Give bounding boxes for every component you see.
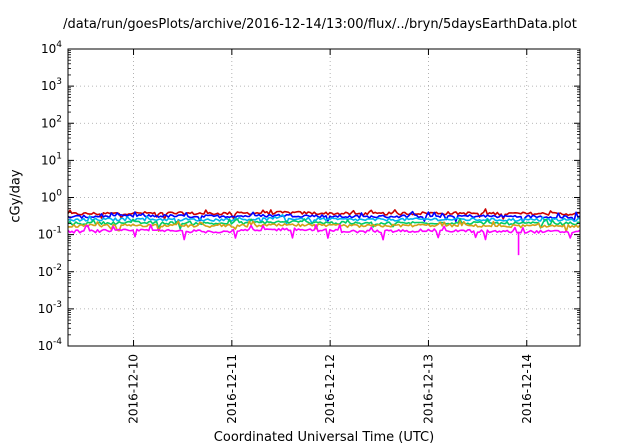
series-line xyxy=(67,220,581,233)
series-line xyxy=(67,210,581,224)
series-group xyxy=(67,208,581,256)
series-line xyxy=(67,214,581,225)
x-tick-label: 2016-12-10 xyxy=(127,354,141,424)
y-tick-label: 10-3 xyxy=(38,300,62,316)
y-tick-label: 104 xyxy=(41,40,62,56)
chart-title: /data/run/goesPlots/archive/2016-12-14/1… xyxy=(63,17,577,32)
y-tick-label: 102 xyxy=(41,114,62,130)
y-tick-label: 10-4 xyxy=(38,337,63,353)
x-tick-label: 2016-12-12 xyxy=(323,354,337,424)
y-tick-label: 101 xyxy=(41,151,62,167)
grid xyxy=(68,49,580,346)
y-tick-label: 10-2 xyxy=(38,263,62,279)
series-line xyxy=(67,208,581,220)
x-tick-label: 2016-12-14 xyxy=(520,354,534,424)
y-tick-label: 10-1 xyxy=(38,226,62,242)
x-tick-label: 2016-12-11 xyxy=(225,354,239,424)
series-line xyxy=(67,224,581,241)
y-tick-label: 100 xyxy=(41,189,62,205)
x-tick-label: 2016-12-13 xyxy=(421,354,435,424)
y-tick-label: 103 xyxy=(41,77,62,93)
x-axis-label: Coordinated Universal Time (UTC) xyxy=(213,430,435,445)
axes: 10-4 10-3 10-2 10-1 100 101 102 103 104 2016-12-1… xyxy=(38,40,580,424)
